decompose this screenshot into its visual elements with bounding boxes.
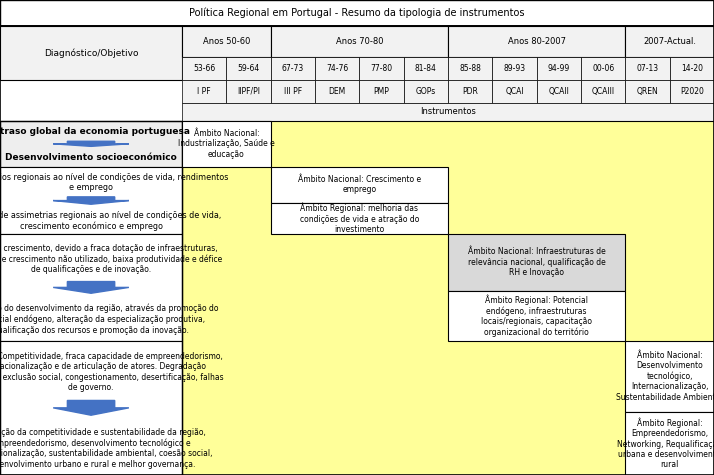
Text: IIPF/PI: IIPF/PI xyxy=(237,87,260,95)
Polygon shape xyxy=(53,282,129,293)
Bar xyxy=(0,0,714,26)
Bar xyxy=(315,80,359,103)
Bar xyxy=(182,103,714,121)
Bar xyxy=(581,57,625,80)
Text: 59-64: 59-64 xyxy=(238,64,260,73)
Bar xyxy=(359,57,403,80)
Bar xyxy=(537,80,581,103)
Bar xyxy=(0,121,182,475)
Bar xyxy=(271,80,315,103)
Bar xyxy=(493,80,537,103)
Text: GOPs: GOPs xyxy=(416,87,436,95)
Bar xyxy=(403,57,448,80)
Text: Instrumentos: Instrumentos xyxy=(420,107,476,116)
Text: QREN: QREN xyxy=(637,87,658,95)
Bar xyxy=(625,26,714,57)
Bar xyxy=(226,80,271,103)
Bar xyxy=(226,57,271,80)
Text: Anos 50-60: Anos 50-60 xyxy=(203,37,250,46)
Text: Promoção da competitividade e sustentabilidade da região,
empreendedorismo, dese: Promoção da competitividade e sustentabi… xyxy=(0,428,213,468)
Text: Diagnóstico/Objetivo: Diagnóstico/Objetivo xyxy=(44,48,139,58)
Bar xyxy=(0,167,182,234)
Bar xyxy=(182,121,271,167)
Text: PMP: PMP xyxy=(373,87,389,95)
Bar xyxy=(271,167,448,202)
Text: Promoção do desenvolvimento da região, através da promoção do
potencial endógeno: Promoção do desenvolvimento da região, a… xyxy=(0,304,218,335)
Bar xyxy=(448,57,493,80)
Bar xyxy=(271,202,448,234)
Text: Âmbito Nacional: Crescimento e
emprego: Âmbito Nacional: Crescimento e emprego xyxy=(298,175,421,194)
Text: 85-88: 85-88 xyxy=(459,64,481,73)
Bar xyxy=(315,57,359,80)
Bar xyxy=(403,80,448,103)
Polygon shape xyxy=(53,197,129,204)
Text: Política Regional em Portugal - Resumo da tipologia de instrumentos: Política Regional em Portugal - Resumo d… xyxy=(189,8,525,19)
Text: Âmbito Regional: melhoria das
condições de vida e atração do
investimento: Âmbito Regional: melhoria das condições … xyxy=(300,203,419,234)
Text: 77-80: 77-80 xyxy=(371,64,393,73)
Bar xyxy=(0,234,182,341)
Text: Défice de Competitividade, fraca capacidade de empreendedorismo,
internacionaliz: Défice de Competitividade, fraca capacid… xyxy=(0,351,223,392)
Polygon shape xyxy=(53,141,129,146)
Text: 14-20: 14-20 xyxy=(681,64,703,73)
Bar xyxy=(0,121,182,167)
Text: Desenvolvimento socioeconómico: Desenvolvimento socioeconómico xyxy=(5,153,177,162)
Text: QCAIII: QCAIII xyxy=(592,87,615,95)
Bar xyxy=(625,80,670,103)
Text: Âmbito Nacional: Infraestruturas de
relevância nacional, qualificação de
RH e In: Âmbito Nacional: Infraestruturas de rele… xyxy=(468,247,605,277)
Text: PDR: PDR xyxy=(462,87,478,95)
Text: 2007-Actual.: 2007-Actual. xyxy=(643,37,696,46)
Text: Âmbito Regional: Potencial
endógeno, infraestruturas
locais/regionais, capacitaç: Âmbito Regional: Potencial endógeno, inf… xyxy=(481,294,592,337)
Text: 74-76: 74-76 xyxy=(326,64,348,73)
Text: QCAII: QCAII xyxy=(548,87,569,95)
Bar xyxy=(670,57,714,80)
Text: 94-99: 94-99 xyxy=(548,64,570,73)
Text: QCAI: QCAI xyxy=(506,87,524,95)
Text: Âmbito Nacional:
Desenvolvimento
tecnológico,
Internacionalização,
Sustentabilid: Âmbito Nacional: Desenvolvimento tecnoló… xyxy=(616,351,714,402)
Bar xyxy=(0,341,182,475)
Bar xyxy=(448,234,625,291)
Bar xyxy=(0,26,182,80)
Bar xyxy=(670,80,714,103)
Text: Âmbito Nacional:
Industrialização, Saúde e
educação: Âmbito Nacional: Industrialização, Saúde… xyxy=(178,129,275,159)
Bar xyxy=(182,121,714,475)
Text: Âmbito Regional:
Empreendedorismo,
Networking, Requalificação
urbana e desenvolv: Âmbito Regional: Empreendedorismo, Netwo… xyxy=(617,418,714,469)
Bar xyxy=(182,57,226,80)
Text: Redução de assimetrias regionais ao nível de condições de vida,
crescimento econ: Redução de assimetrias regionais ao níve… xyxy=(0,211,221,231)
Text: Atraso global da economia portuguesa: Atraso global da economia portuguesa xyxy=(0,127,189,136)
Text: Anos 80-2007: Anos 80-2007 xyxy=(508,37,565,46)
Text: 00-06: 00-06 xyxy=(592,64,614,73)
Bar xyxy=(448,26,625,57)
Bar xyxy=(625,341,714,412)
Bar xyxy=(182,80,226,103)
Text: P2020: P2020 xyxy=(680,87,704,95)
Bar xyxy=(182,26,271,57)
Bar xyxy=(448,291,625,341)
Text: 53-66: 53-66 xyxy=(193,64,216,73)
Text: 81-84: 81-84 xyxy=(415,64,437,73)
Text: 89-93: 89-93 xyxy=(503,64,526,73)
Bar xyxy=(581,80,625,103)
Bar xyxy=(0,0,714,26)
Bar xyxy=(271,26,448,57)
Bar xyxy=(625,57,670,80)
Text: Anos 70-80: Anos 70-80 xyxy=(336,37,383,46)
Text: I PF: I PF xyxy=(198,87,211,95)
Polygon shape xyxy=(53,400,129,415)
Text: 07-13: 07-13 xyxy=(636,64,658,73)
Text: 67-73: 67-73 xyxy=(282,64,304,73)
Text: Défice de crescimento, devido a fraca dotação de infraestruturas,
potencial de c: Défice de crescimento, devido a fraca do… xyxy=(0,243,223,274)
Bar xyxy=(448,80,493,103)
Bar xyxy=(359,80,403,103)
Bar xyxy=(271,57,315,80)
Bar xyxy=(493,57,537,80)
Text: III PF: III PF xyxy=(284,87,302,95)
Bar xyxy=(625,412,714,475)
Text: Desequilíbrios regionais ao nível de condições de vida, rendimentos
e emprego: Desequilíbrios regionais ao nível de con… xyxy=(0,173,228,192)
Text: DEM: DEM xyxy=(328,87,346,95)
Bar xyxy=(537,57,581,80)
